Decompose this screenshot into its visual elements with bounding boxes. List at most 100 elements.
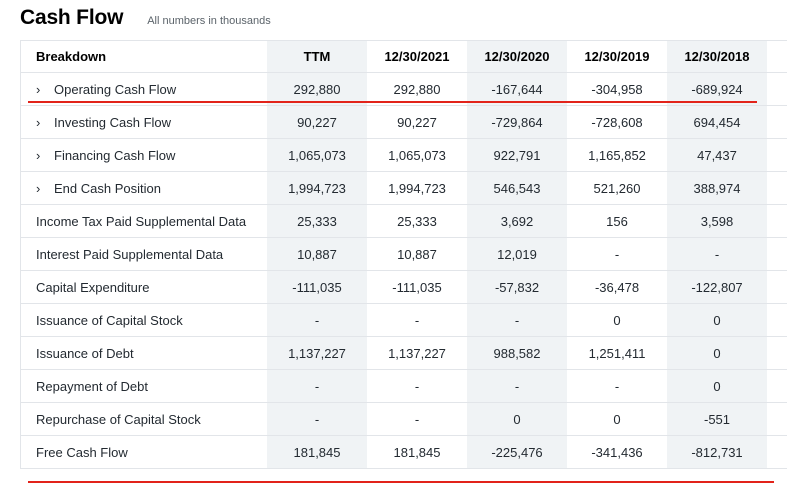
row-label[interactable]: › Financing Cash Flow: [20, 139, 267, 171]
value-cell: -225,476: [467, 436, 567, 468]
row-label-text: End Cash Position: [54, 180, 161, 196]
row-label: Repurchase of Capital Stock: [20, 403, 267, 435]
row-label[interactable]: › Operating Cash Flow: [20, 73, 267, 105]
value-cell: 90,227: [397, 114, 437, 130]
row-label: Repayment of Debt: [20, 370, 267, 402]
column-header-period: 12/30/2020: [467, 41, 567, 72]
highlight-underline-operating: [28, 101, 757, 103]
table-row[interactable]: › End Cash Position 1,994,723 1,994,723 546,…: [20, 172, 787, 205]
row-label: Interest Paid Supplemental Data: [20, 238, 267, 270]
value-cell: 1,251,411: [588, 345, 646, 361]
page-title: Cash Flow: [20, 6, 124, 29]
value-cell: -: [267, 304, 367, 336]
row-label-text: Financing Cash Flow: [54, 147, 176, 163]
value-cell: 1,994,723: [388, 180, 446, 196]
column-header-period: 12/30/2021: [384, 49, 450, 64]
value-cell: 3,692: [467, 205, 567, 237]
value-cell: -36,478: [594, 279, 640, 295]
value-cell: 0: [467, 403, 567, 435]
value-cell: -: [267, 370, 367, 402]
table-row: Issuance of Debt 1,137,227 1,137,227 988,58…: [20, 337, 787, 370]
table-row: Repurchase of Capital Stock - - 0 0 -551: [20, 403, 787, 436]
table-row: Income Tax Paid Supplemental Data 25,333 2…: [20, 205, 787, 238]
units-note: All numbers in thousands: [147, 15, 271, 27]
row-label-text: Issuance of Debt: [36, 345, 134, 361]
value-cell: 0: [613, 312, 621, 328]
value-cell: 181,845: [267, 436, 367, 468]
value-cell: 694,454: [667, 106, 767, 138]
row-label-text: Capital Expenditure: [36, 279, 150, 295]
row-label[interactable]: › Investing Cash Flow: [20, 106, 267, 138]
value-cell: -: [667, 238, 767, 270]
value-cell: 292,880: [393, 81, 441, 97]
row-label: Issuance of Debt: [20, 337, 267, 369]
value-cell: -111,035: [267, 271, 367, 303]
row-label-text: Investing Cash Flow: [54, 114, 172, 130]
table-row: Free Cash Flow 181,845 181,845 -225,476 -341…: [20, 436, 787, 469]
value-cell: 3,598: [667, 205, 767, 237]
value-cell: -729,864: [467, 106, 567, 138]
value-cell: -: [614, 246, 620, 262]
row-label[interactable]: › End Cash Position: [20, 172, 267, 204]
row-label: Issuance of Capital Stock: [20, 304, 267, 336]
value-cell: -167,644: [467, 73, 567, 105]
value-cell: 47,437: [667, 139, 767, 171]
value-cell: -111,035: [392, 279, 442, 295]
table-row: Issuance of Capital Stock - - - 0 0: [20, 304, 787, 337]
value-cell: -57,832: [467, 271, 567, 303]
value-cell: -551: [667, 403, 767, 435]
column-header-period: TTM: [267, 41, 367, 72]
value-cell: -689,924: [667, 73, 767, 105]
value-cell: 181,845: [393, 444, 441, 460]
value-cell: -: [414, 312, 420, 328]
table-row[interactable]: › Operating Cash Flow 292,880 292,880 -167,6…: [20, 73, 787, 106]
value-cell: 0: [667, 337, 767, 369]
value-cell: -728,608: [591, 114, 643, 130]
row-label: Free Cash Flow: [20, 436, 267, 468]
value-cell: 1,137,227: [267, 337, 367, 369]
value-cell: 388,974: [667, 172, 767, 204]
row-label: Capital Expenditure: [20, 271, 267, 303]
value-cell: 0: [613, 411, 621, 427]
column-header-period: 12/30/2018: [667, 41, 767, 72]
cash-flow-table: Breakdown TTM 12/30/2021 12/30/2020 12/30/20…: [20, 40, 787, 469]
value-cell: 0: [667, 304, 767, 336]
value-cell: 0: [667, 370, 767, 402]
value-cell: 10,887: [267, 238, 367, 270]
value-cell: -: [614, 378, 620, 394]
row-label-text: Interest Paid Supplemental Data: [36, 246, 224, 262]
value-cell: 521,260: [593, 180, 641, 196]
value-cell: 25,333: [397, 213, 437, 229]
table-row: Capital Expenditure -111,035 -111,035 -57,8…: [20, 271, 787, 304]
value-cell: -: [467, 304, 567, 336]
table-row: Repayment of Debt - - - - 0: [20, 370, 787, 403]
row-label-text: Income Tax Paid Supplemental Data: [36, 213, 247, 229]
column-header-period: 12/30/2019: [584, 49, 650, 64]
value-cell: -: [467, 370, 567, 402]
value-cell: -: [414, 378, 420, 394]
value-cell: 546,543: [467, 172, 567, 204]
value-cell: 156: [606, 213, 628, 229]
highlight-underline-free-cash-flow: [28, 481, 774, 483]
value-cell: 922,791: [467, 139, 567, 171]
value-cell: 90,227: [267, 106, 367, 138]
value-cell: 292,880: [267, 73, 367, 105]
table-row: Interest Paid Supplemental Data 10,887 10,…: [20, 238, 787, 271]
column-header-breakdown: Breakdown: [20, 41, 267, 72]
value-cell: 12,019: [467, 238, 567, 270]
row-label-text: Issuance of Capital Stock: [36, 312, 183, 328]
value-cell: -: [267, 403, 367, 435]
chevron-right-icon[interactable]: ›: [36, 147, 41, 163]
value-cell: 988,582: [467, 337, 567, 369]
table-row[interactable]: › Investing Cash Flow 90,227 90,227 -729,864…: [20, 106, 787, 139]
table-row[interactable]: › Financing Cash Flow 1,065,073 1,065,073 92…: [20, 139, 787, 172]
chevron-right-icon[interactable]: ›: [36, 180, 41, 196]
value-cell: 1,065,073: [388, 147, 446, 163]
value-cell: -: [414, 411, 420, 427]
page-header: Cash Flow All numbers in thousands: [20, 6, 271, 36]
chevron-right-icon[interactable]: ›: [36, 114, 41, 130]
value-cell: -812,731: [667, 436, 767, 468]
chevron-right-icon[interactable]: ›: [36, 81, 41, 97]
value-cell: 1,994,723: [267, 172, 367, 204]
table-header-row: Breakdown TTM 12/30/2021 12/30/2020 12/30/20…: [20, 41, 787, 73]
